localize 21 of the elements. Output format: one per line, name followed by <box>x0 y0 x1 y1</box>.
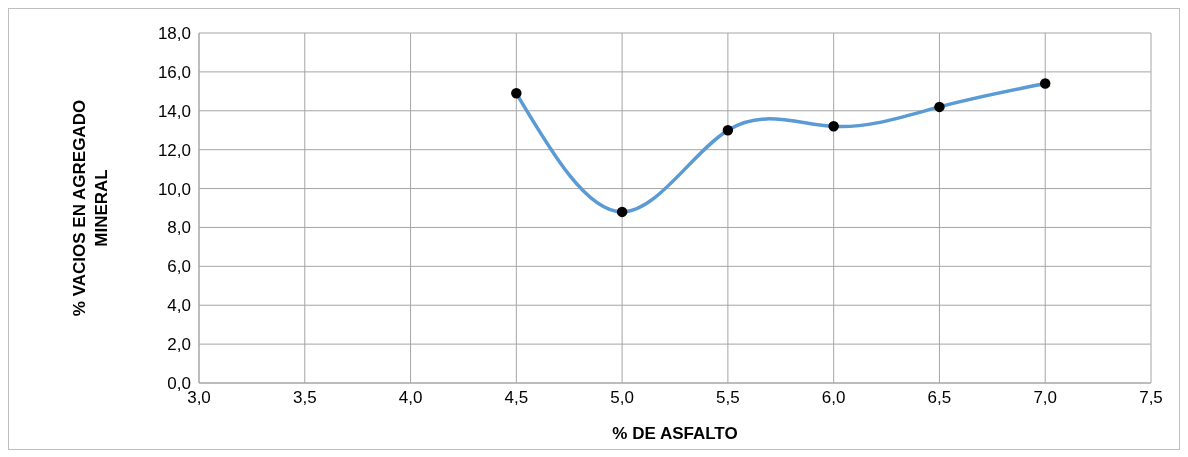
x-tick-label: 6,5 <box>927 388 952 408</box>
y-axis-title: % VACIOS EN AGREGADO MINERAL <box>70 99 111 317</box>
x-tick-label: 6,0 <box>821 388 846 408</box>
y-tick-label: 14,0 <box>157 101 191 121</box>
y-tick-label: 16,0 <box>157 62 191 82</box>
y-tick-label: 12,0 <box>157 140 191 160</box>
x-tick-label: 7,0 <box>1033 388 1058 408</box>
y-tick-label: 6,0 <box>167 257 191 277</box>
y-tick-label: 2,0 <box>167 335 191 355</box>
x-tick-label: 7,5 <box>1139 388 1163 408</box>
x-tick-label: 3,0 <box>187 388 211 408</box>
x-tick-label: 4,5 <box>504 388 529 408</box>
y-tick-label: 10,0 <box>157 179 191 199</box>
x-tick-label: 5,5 <box>716 388 740 408</box>
y-tick-label: 4,0 <box>167 296 191 316</box>
x-axis-title: % DE ASFALTO <box>612 424 738 443</box>
y-tick-label: 8,0 <box>167 218 191 238</box>
x-tick-label: 3,5 <box>292 388 317 408</box>
y-tick-label: 18,0 <box>157 24 191 44</box>
x-tick-label: 4,0 <box>398 388 423 408</box>
x-tick-label: 5,0 <box>610 388 634 408</box>
